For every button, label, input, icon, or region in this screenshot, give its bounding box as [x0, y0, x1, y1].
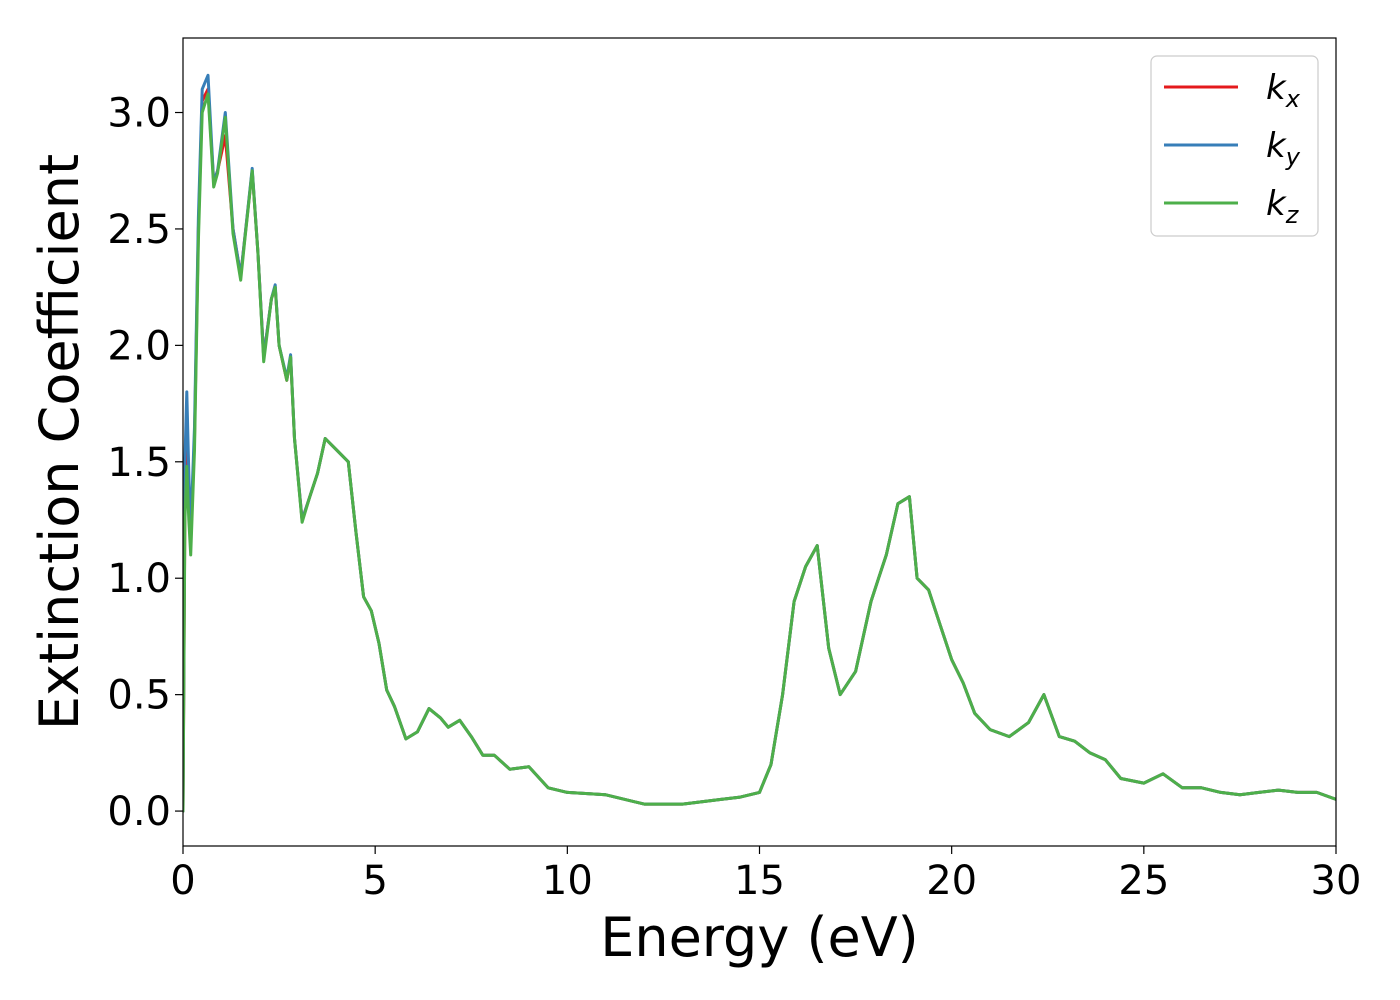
- x-axis-title: Energy (eV): [600, 906, 919, 969]
- x-tick-label: 25: [1118, 858, 1169, 904]
- x-tick-label: 10: [542, 858, 593, 904]
- legend-label-kz: kz: [1266, 184, 1300, 229]
- x-tick-label: 5: [362, 858, 387, 904]
- y-tick-label: 0.5: [107, 673, 171, 719]
- legend-label-ky: ky: [1266, 126, 1301, 171]
- y-tick-label: 0.0: [107, 789, 171, 835]
- y-tick-label: 2.5: [107, 207, 171, 253]
- y-tick-label: 1.0: [107, 556, 171, 602]
- x-tick-label: 20: [926, 858, 977, 904]
- y-tick-label: 1.5: [107, 440, 171, 486]
- y-axis-title: Extinction Coefficient: [28, 154, 91, 730]
- legend: kx ky kz: [1150, 55, 1319, 237]
- plot-lines: [183, 73, 1336, 813]
- y-axis: 0.0 0.5 1.0 1.5 2.0 2.5 3.0: [107, 91, 183, 835]
- series-line-kz: [183, 92, 1336, 813]
- x-tick-label: 15: [734, 858, 785, 904]
- legend-label-kx: kx: [1266, 68, 1301, 113]
- y-tick-label: 2.0: [107, 323, 171, 369]
- x-axis: 0 5 10 15 20 25 30: [170, 846, 1361, 904]
- y-tick-label: 3.0: [107, 91, 171, 137]
- x-tick-label: 30: [1311, 858, 1362, 904]
- x-tick-label: 0: [170, 858, 195, 904]
